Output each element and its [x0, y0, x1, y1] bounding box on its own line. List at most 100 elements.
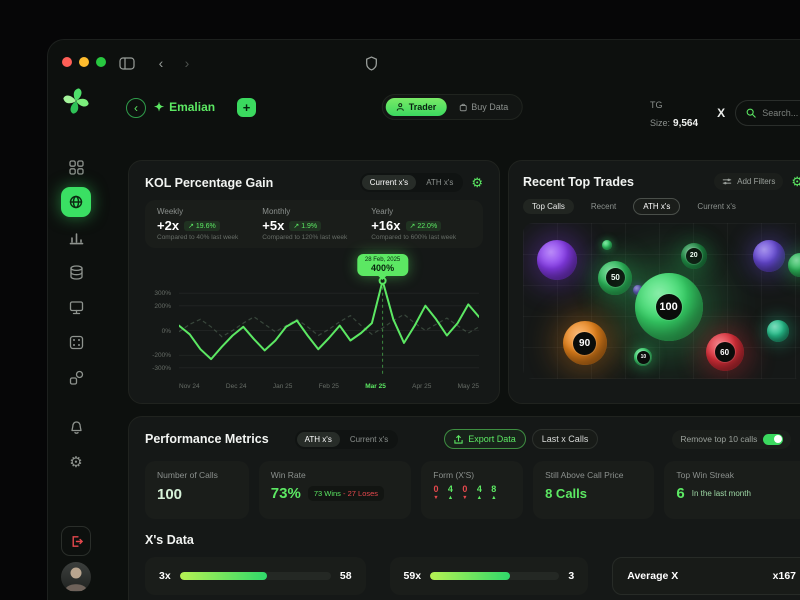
average-x-label: Average X — [627, 570, 679, 582]
bubble[interactable] — [788, 253, 800, 278]
tab-recent[interactable]: Recent — [590, 202, 617, 211]
y-tick-label: -200% — [152, 352, 171, 360]
sidebar-item-settings[interactable]: ⚙ — [61, 447, 91, 477]
sidebar-item-dashboard[interactable] — [61, 152, 91, 182]
avatar-photo — [65, 567, 87, 591]
search-icon — [746, 108, 756, 118]
kol-tabs: Current x's ATH x's — [359, 173, 464, 192]
tile-form: Form (X'S) 0 ▼ 4 ▲ 0 ▼ 4 ▲ 8 ▲ — [421, 461, 524, 519]
app-logo-icon[interactable] — [61, 86, 91, 116]
add-button[interactable]: + — [237, 98, 256, 117]
y-tick-label: 0% — [161, 327, 171, 335]
tab-buy-data-label: Buy Data — [471, 102, 509, 112]
bubble[interactable] — [632, 285, 643, 296]
logout-button[interactable] — [61, 526, 91, 556]
bubble[interactable]: 100 — [634, 273, 703, 342]
gear-icon: ⚙ — [69, 454, 83, 471]
tab-buy-data[interactable]: Buy Data — [448, 98, 518, 116]
logout-icon — [72, 535, 83, 547]
minimize-window-button[interactable] — [79, 57, 89, 67]
stat-period: Yearly — [371, 207, 394, 216]
app-header: ‹ ✦ Emalian + Trader Buy Data TG Size: 9,… — [63, 84, 800, 132]
sidebar-item-random[interactable] — [61, 327, 91, 357]
filters-icon — [722, 178, 732, 185]
tab-ath-xs[interactable]: ATH x's — [426, 178, 454, 187]
tab-current-xs[interactable]: Current x's — [349, 434, 389, 444]
x-tick-label-highlighted: Mar 25 — [365, 383, 386, 390]
tab-current-xs[interactable]: Current x's — [361, 175, 417, 190]
progress-bar[interactable] — [430, 572, 560, 580]
xs-data-rows: 3x 58 59x 3 Average X x167 — [145, 557, 800, 595]
wins-loses-pill: 73 Wins - 27 Loses — [307, 486, 385, 501]
forward-icon[interactable]: › — [184, 55, 190, 71]
kol-stats-panel: Weekly +2x ↗ 19.6% Compared to 40% last … — [145, 200, 483, 248]
tile-label: Form (X'S) — [433, 470, 475, 480]
trades-tabs: Top Calls Recent ATH x's Current x's — [523, 198, 800, 215]
add-filters-button[interactable]: Add Filters — [714, 173, 784, 190]
back-button[interactable]: ‹ — [126, 98, 146, 118]
sidebar-toggle-icon[interactable] — [116, 52, 138, 74]
tile-label: Top Win Streak — [676, 470, 735, 480]
mode-switcher: Trader Buy Data — [381, 94, 523, 120]
bubble-value-label: 20 — [685, 247, 702, 264]
zoom-window-button[interactable] — [96, 57, 106, 67]
sidebar-item-data[interactable] — [61, 257, 91, 287]
browser-window: ‹ › ‹ ✦ Emalian + — [48, 40, 800, 600]
bubble-value-label: 90 — [573, 331, 597, 355]
close-window-button[interactable] — [62, 57, 72, 67]
form-entries: 0 ▼ 4 ▲ 0 ▼ 4 ▲ 8 ▲ — [433, 484, 511, 501]
shield-icon[interactable] — [360, 52, 382, 74]
sidebar-item-categories[interactable] — [61, 362, 91, 392]
tab-top-calls[interactable]: Top Calls — [523, 199, 574, 214]
last-x-calls-button[interactable]: Last x Calls — [531, 429, 599, 449]
search-bar[interactable] — [735, 100, 800, 126]
bubble[interactable]: 20 — [680, 242, 707, 269]
bubble[interactable]: 10 — [634, 348, 653, 367]
xs-data-title: X's Data — [145, 533, 194, 547]
grid-icon — [68, 159, 84, 175]
sidebar-item-analytics[interactable] — [61, 222, 91, 252]
xs-data-row: 3x 58 — [145, 557, 366, 595]
x-tick-label: Nov 24 — [179, 383, 200, 390]
x-tick-label: Apr 25 — [412, 383, 432, 390]
search-input[interactable] — [762, 108, 800, 118]
kol-settings-gear-icon[interactable]: ⚙ — [471, 175, 483, 190]
kol-line-chart[interactable] — [179, 256, 479, 374]
stat-note: Compared to 120% last week — [262, 234, 348, 241]
bubble[interactable]: 90 — [562, 321, 607, 366]
tab-trader[interactable]: Trader — [385, 98, 447, 116]
stat-period: Monthly — [262, 207, 291, 216]
remove-top-calls-toggle[interactable] — [763, 433, 784, 445]
trend-up-icon: ↗ — [188, 222, 194, 230]
tab-current-xs[interactable]: Current x's — [697, 202, 736, 211]
bubble[interactable] — [753, 239, 786, 272]
x-logo-icon[interactable]: X — [717, 106, 726, 120]
y-tick-label: 200% — [154, 302, 171, 310]
user-avatar[interactable] — [61, 562, 91, 592]
bubble[interactable]: 60 — [705, 333, 744, 372]
remove-top-calls-control[interactable]: Remove top 10 calls — [672, 429, 792, 449]
back-icon[interactable]: ‹ — [158, 55, 164, 71]
tab-ath-xs[interactable]: ATH x's — [633, 198, 681, 215]
average-x-value: x167 — [772, 570, 796, 582]
bubble[interactable] — [602, 239, 612, 250]
bubble[interactable]: 50 — [598, 260, 633, 295]
remove-top-calls-label: Remove top 10 calls — [680, 434, 758, 444]
sidebar-item-monitor[interactable] — [61, 292, 91, 322]
export-data-button[interactable]: Export Data — [444, 429, 526, 449]
sidebar-item-notifications[interactable] — [61, 412, 91, 442]
performance-metrics-card: Performance Metrics ATH x's Current x's … — [128, 416, 800, 600]
tile-number-of-calls: Number of Calls 100 — [145, 461, 249, 519]
bubble[interactable] — [766, 319, 789, 342]
stat-delta-value: 19.6% — [195, 222, 216, 230]
stat-period: Weekly — [157, 207, 184, 216]
shopping-bag-icon — [459, 103, 467, 112]
bell-icon — [70, 420, 82, 434]
streak-value: 6 — [676, 485, 685, 502]
sidebar-item-kols[interactable] — [61, 187, 91, 217]
bubble[interactable] — [536, 240, 577, 281]
trades-settings-gear-icon[interactable]: ⚙ — [791, 174, 800, 189]
tab-ath-xs[interactable]: ATH x's — [296, 431, 340, 447]
progress-bar[interactable] — [179, 572, 331, 580]
x-tick-label: May 25 — [457, 383, 479, 390]
